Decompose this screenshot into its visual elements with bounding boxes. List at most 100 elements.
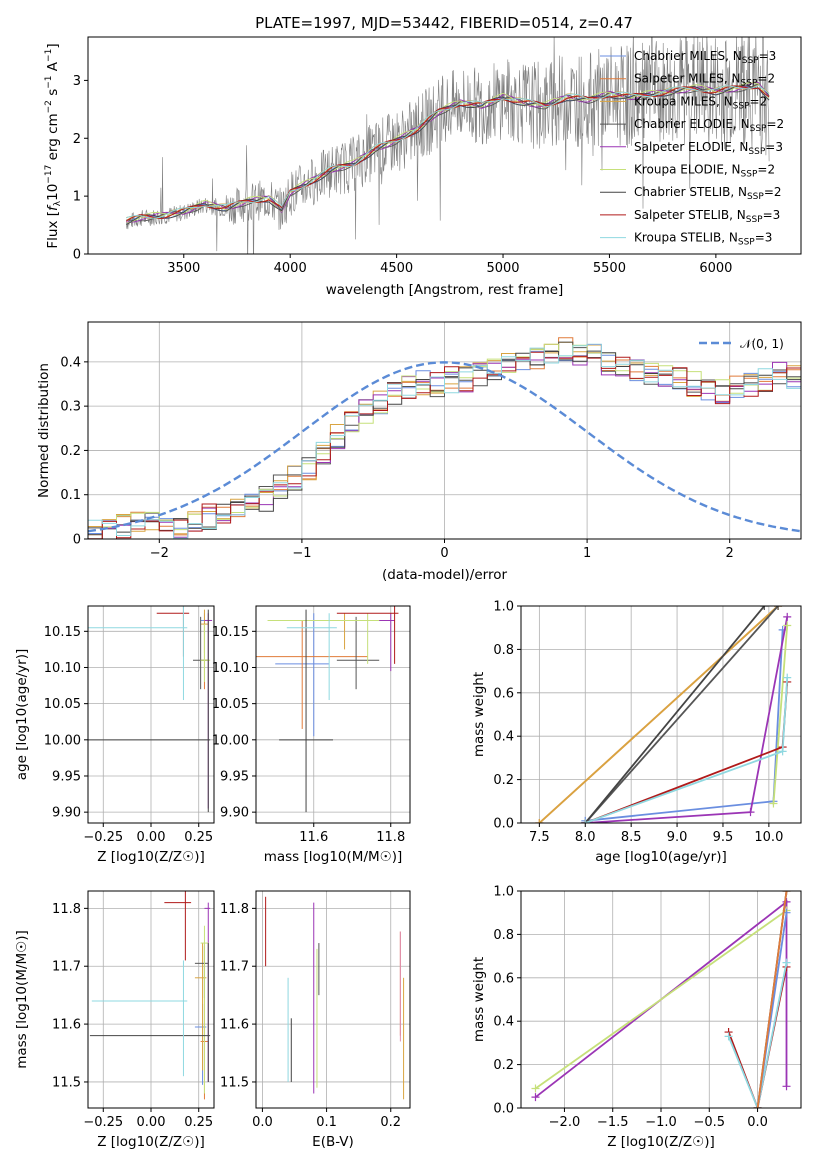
x-tick-label: 2 [726, 546, 734, 561]
x-tick-label: 8.0 [575, 830, 596, 845]
plot-area-massweight_vs_age [535, 606, 792, 823]
y-tick-label: 0.2 [493, 773, 514, 788]
x-tick-label: 0.25 [184, 1115, 213, 1130]
weight-marker-kroupa_miles [535, 819, 544, 823]
y-tick-label: 10.15 [212, 625, 249, 640]
y-axis-label: mass weight [471, 957, 487, 1042]
errorbar-point-kroupa_stelib [91, 960, 188, 1077]
x-tick-label: 7.5 [529, 830, 550, 845]
y-tick-label: 3 [73, 74, 81, 89]
x-tick-label: −2.0 [549, 1115, 581, 1130]
axes-massweight_vs_Z: −2.0 −1.5 −1.0 −0.5 0.0 0.0 0.2 0.4 0.6 0.8 1.0 Z [… [471, 885, 802, 1150]
x-tick-label: 4000 [274, 261, 307, 276]
histogram-salpeter_elodie [88, 344, 801, 539]
weight-line-chabrier_stelib [584, 606, 765, 823]
weight-line-chabrier_elodie [584, 606, 779, 823]
x-tick-label: 8.5 [621, 830, 642, 845]
weight-line-kroupa_elodie [772, 625, 789, 804]
errorbar-point-chabrier_stelib [89, 943, 211, 1082]
x-tick-label: 0.00 [137, 1115, 166, 1130]
y-tick-label: 10.10 [212, 661, 249, 676]
x-tick-label: 0 [440, 546, 448, 561]
histogram-chabrier_stelib [88, 350, 801, 539]
y-tick-label: 1 [73, 190, 81, 205]
y-tick-label: 10.05 [212, 697, 249, 712]
weight-marker-kroupa_stelib [783, 673, 792, 682]
x-axis-label: mass [log10(M/M☉)] [264, 849, 403, 865]
errorbar-point-kroupa_stelib [286, 613, 337, 701]
errorbar-point-chabrier_stelib [279, 609, 333, 813]
x-tick-label: 10.0 [754, 830, 783, 845]
x-axis-label: wavelength [Angstrom, rest frame] [326, 282, 564, 298]
x-axis-label: Z [log10(Z/Z☉)] [97, 1134, 205, 1150]
weight-marker-salpeter_elodie [746, 808, 755, 817]
y-axis-label: Normed distribution [36, 363, 52, 498]
legend-label-gaussian: 𝒩(0, 1) [740, 337, 784, 351]
histogram-chabrier_elodie [88, 341, 801, 536]
x-tick-label: −0.25 [83, 830, 123, 845]
y-tick-label: 11.8 [220, 902, 249, 917]
plot-area-spectrum [126, 37, 770, 254]
y-tick-label: 0.6 [493, 971, 514, 986]
y-tick-label: 0.2 [493, 1058, 514, 1073]
y-tick-label: 2 [73, 132, 81, 147]
x-tick-label: 3500 [167, 261, 200, 276]
x-tick-label: 0.0 [747, 1115, 768, 1130]
y-tick-label: 0.8 [493, 643, 514, 658]
errorbar-point-kroupa_elodie [267, 613, 380, 664]
x-tick-label: 6000 [699, 261, 732, 276]
weight-marker-salpeter_elodie [783, 612, 792, 621]
x-tick-label: −2 [150, 546, 169, 561]
weight-marker-chabrier_stelib [760, 606, 769, 610]
axes-spectrum: 3500 4000 4500 5000 5500 6000 0 1 2 3 wavelength [… [44, 36, 802, 298]
errorbar-point-salpeter_stelib [156, 606, 190, 657]
y-tick-label: 11.7 [220, 960, 249, 975]
weight-marker-kroupa_elodie [769, 799, 778, 808]
errorbar-point-salpeter_elodie [352, 613, 395, 672]
x-tick-label: 9.0 [667, 830, 688, 845]
histogram-chabrier_miles [88, 350, 801, 534]
legend-label-chabrier_miles: Chabrier MILES, NSSP=3 [634, 49, 776, 66]
y-axis-label: mass [log10(M/M☉)] [14, 930, 30, 1069]
x-axis-label: E(B-V) [312, 1134, 354, 1150]
axes-age_vs_mass: 11.6 11.8 9.90 9.95 10.00 10.05 10.10 10.15 mass… [212, 605, 411, 865]
y-tick-label: 0 [73, 248, 81, 263]
axes-mass_vs_ebv: 0.0 0.1 0.2 11.5 11.6 11.7 11.8 E(B-V) [220, 890, 411, 1150]
y-tick-label: 11.6 [220, 1018, 249, 1033]
weight-marker-salpeter_elodie [782, 1082, 791, 1091]
axes-frame [87, 36, 802, 255]
weight-marker-salpeter_miles [782, 891, 791, 895]
y-tick-label: 0.0 [493, 817, 514, 832]
y-tick-label: 1.0 [493, 600, 514, 615]
y-tick-label: 0.6 [493, 686, 514, 701]
plot-area-residual_hist [88, 337, 801, 539]
x-tick-label: 0.2 [380, 1115, 401, 1130]
x-tick-label: −1.5 [597, 1115, 629, 1130]
model-spectrum-salpeter_stelib [126, 85, 770, 222]
errorbar-point-salpeter_elodie [204, 902, 211, 1082]
weight-marker-kroupa_elodie [531, 1084, 540, 1093]
legend-label-salpeter_elodie: Salpeter ELODIE, NSSP=3 [634, 140, 783, 157]
y-tick-label: 11.6 [52, 1018, 81, 1033]
weight-marker-kroupa_stelib [724, 1032, 733, 1041]
weight-marker-salpeter_elodie [531, 1093, 540, 1102]
y-tick-label: 0 [73, 533, 81, 548]
y-tick-label: 0.0 [493, 1102, 514, 1117]
weight-line-chabrier_miles [585, 629, 784, 822]
errorbar-point-salpeter_stelib [164, 891, 192, 961]
weight-line-salpeter_miles [756, 891, 788, 1108]
y-tick-label: 1.0 [493, 885, 514, 900]
y-tick-label: 10.10 [44, 661, 81, 676]
weight-marker-kroupa_stelib [782, 958, 791, 967]
observed-spectrum-line [126, 37, 770, 254]
legend-label-kroupa_stelib: Kroupa STELIB, NSSP=3 [634, 231, 772, 248]
errorbar-point-chabrier_elodie [194, 945, 209, 999]
weight-line-kroupa_miles [538, 606, 779, 823]
weight-marker-salpeter_elodie [782, 897, 791, 906]
errorbar-point-salpeter_miles [256, 620, 368, 729]
legend-label-chabrier_stelib: Chabrier STELIB, NSSP=2 [634, 185, 782, 202]
x-axis-label: age [log10(age/yr)] [595, 849, 727, 865]
model-spectrum-salpeter_elodie [126, 82, 770, 223]
histogram-kroupa_elodie [88, 343, 801, 539]
legend-label-chabrier_elodie: Chabrier ELODIE, NSSP=2 [634, 117, 784, 134]
